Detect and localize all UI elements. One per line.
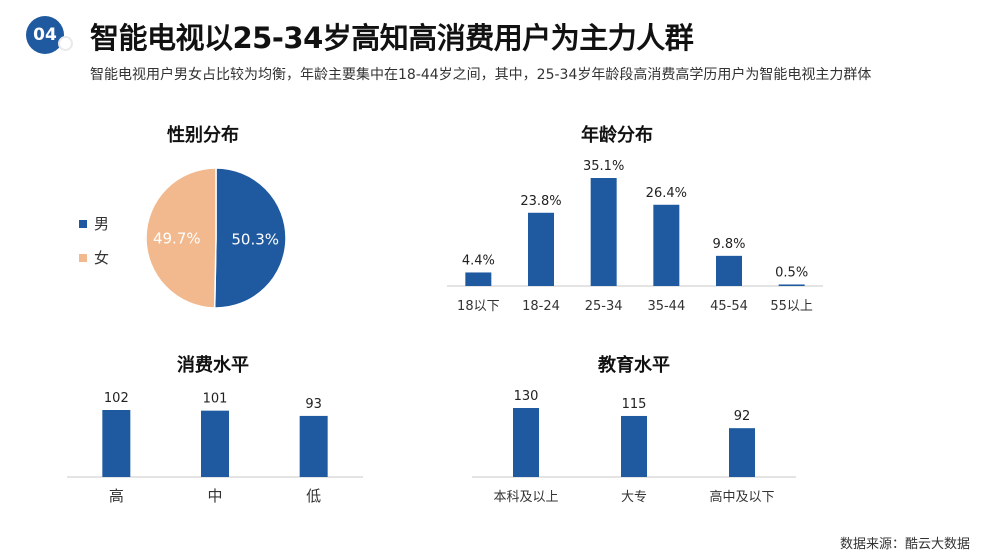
consumption-chart-title: 消费水平	[177, 354, 249, 376]
gender-chart: 性别分布 50.3% 49.7% 男女	[79, 124, 287, 309]
education-bar-0	[513, 408, 539, 477]
age-category-label-3: 35-44	[647, 299, 685, 314]
education-bar-1	[621, 415, 647, 477]
education-value-label-2: 92	[734, 409, 751, 424]
age-value-label-4: 9.8%	[712, 237, 745, 252]
consumption-category-label-2: 低	[306, 487, 321, 505]
gender-slice-0	[213, 167, 287, 309]
age-chart-title: 年龄分布	[581, 124, 653, 146]
age-bar-3	[653, 204, 680, 286]
education-value-label-0: 130	[514, 389, 539, 404]
consumption-chart: 消费水平 102 高 101 中 93 低	[67, 354, 363, 505]
age-category-label-2: 25-34	[585, 299, 623, 314]
gender-legend-label-1: 女	[94, 249, 109, 267]
age-category-label-0: 18以下	[457, 299, 500, 314]
consumption-category-label-1: 中	[207, 487, 222, 505]
age-bar-2	[590, 178, 617, 286]
age-category-label-5: 55以上	[770, 299, 813, 314]
education-chart-title: 教育水平	[598, 354, 670, 376]
gender-slice-label-1: 49.7%	[153, 230, 201, 248]
data-source: 数据来源：酷云大数据	[839, 537, 970, 552]
age-value-label-1: 23.8%	[520, 194, 561, 209]
education-value-label-1: 115	[622, 397, 647, 412]
age-chart: 年龄分布 4.4% 18以下 23.8% 18-24 35.1% 25-34 26.4% 35-…	[447, 124, 823, 314]
gender-legend-label-0: 男	[94, 215, 109, 233]
gender-legend-swatch-0	[79, 220, 87, 228]
page-title: 智能电视以25-34岁高知高消费用户为主力人群	[90, 21, 694, 55]
age-bar-0	[465, 272, 492, 286]
age-bar-4	[716, 255, 742, 286]
age-value-label-2: 35.1%	[583, 159, 624, 174]
age-value-label-0: 4.4%	[462, 253, 495, 268]
age-category-label-4: 45-54	[710, 299, 748, 314]
consumption-value-label-1: 101	[203, 392, 228, 407]
gender-chart-title: 性别分布	[167, 124, 239, 146]
consumption-value-label-2: 93	[305, 397, 322, 412]
age-bar-1	[528, 212, 554, 286]
education-bar-2	[729, 428, 755, 477]
page-subtitle: 智能电视用户男女占比较为均衡，年龄主要集中在18-44岁之间，其中，25-34岁…	[90, 67, 872, 83]
consumption-bar-0	[102, 410, 131, 477]
gender-legend-swatch-1	[79, 254, 87, 262]
gender-slice-1	[145, 167, 217, 309]
education-category-label-0: 本科及以上	[493, 490, 558, 505]
gender-slice-label-0: 50.3%	[231, 230, 279, 248]
education-chart: 教育水平 130 本科及以上 115 大专 92 高中及以下	[472, 354, 796, 505]
age-category-label-1: 18-24	[522, 299, 560, 314]
section-badge: 04	[26, 16, 64, 54]
education-category-label-2: 高中及以下	[709, 489, 774, 505]
consumption-category-label-0: 高	[109, 487, 124, 505]
consumption-value-label-0: 102	[104, 391, 129, 406]
age-value-label-3: 26.4%	[646, 186, 687, 201]
consumption-bar-1	[201, 410, 229, 477]
consumption-bar-2	[299, 415, 328, 477]
badge-dot-icon	[58, 36, 73, 51]
age-bar-5	[778, 284, 805, 286]
education-category-label-1: 大专	[621, 490, 647, 505]
age-value-label-5: 0.5%	[775, 265, 808, 280]
